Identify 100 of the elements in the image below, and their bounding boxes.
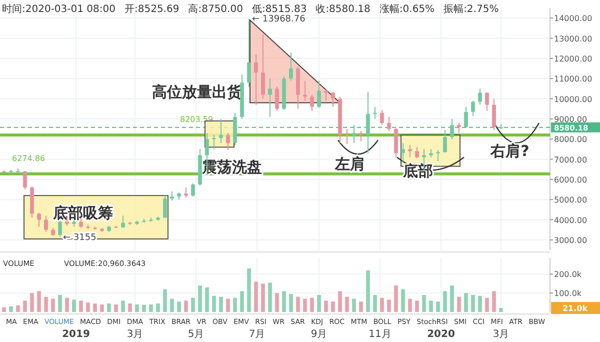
bar xyxy=(23,300,27,312)
candlestick xyxy=(121,215,125,228)
y-tick-label: 13000.00 xyxy=(554,34,592,44)
candlestick xyxy=(324,89,328,102)
annotation: 收:8580.18 xyxy=(316,4,370,15)
candlestick xyxy=(23,170,27,190)
bar xyxy=(240,291,244,312)
bar xyxy=(408,298,412,312)
bar xyxy=(121,300,125,312)
bar xyxy=(471,294,475,312)
y-tick-label: 4000.00 xyxy=(554,216,588,225)
candlestick xyxy=(387,116,391,132)
y-tick-label: 14000.00 xyxy=(554,14,592,24)
bar xyxy=(436,302,440,312)
y-tick-label: 9000.00 xyxy=(554,114,588,124)
bar xyxy=(324,300,328,312)
bar xyxy=(429,300,433,312)
text: 21.0k xyxy=(562,304,588,314)
candlestick xyxy=(275,86,279,112)
ref-line-label: 8203.59 xyxy=(180,114,214,124)
annotation: 涨幅:0.65% xyxy=(379,3,435,15)
bar xyxy=(352,298,356,312)
candlestick xyxy=(268,78,272,118)
bar xyxy=(100,304,104,312)
candlestick xyxy=(310,94,314,112)
candlestick xyxy=(331,91,335,108)
bar xyxy=(296,296,300,312)
bar xyxy=(457,296,461,312)
candlestick xyxy=(345,128,349,145)
annotation: ← 13968.76 xyxy=(252,14,306,25)
ref-line-label: 6274.86 xyxy=(12,154,46,163)
bar xyxy=(387,300,391,312)
y-tick-label: 100.0k xyxy=(554,289,582,298)
candlestick xyxy=(380,109,384,126)
candlestick xyxy=(184,186,188,198)
annotation: 开:8525.69 xyxy=(124,4,180,15)
y-tick-label: 8000.00 xyxy=(554,135,588,144)
candlestick xyxy=(170,191,174,202)
bar xyxy=(184,300,188,312)
bar xyxy=(30,293,34,312)
bar xyxy=(226,298,230,312)
candlestick xyxy=(37,212,41,228)
bar xyxy=(338,291,342,312)
candlestick xyxy=(163,195,167,218)
bar xyxy=(79,300,83,312)
bar xyxy=(142,304,146,312)
annotation: 右肩? xyxy=(490,142,530,160)
bar xyxy=(359,302,363,312)
y-tick-label: 7000.00 xyxy=(554,155,588,164)
candlestick xyxy=(226,132,230,151)
bar xyxy=(345,296,349,312)
bar xyxy=(443,291,447,312)
bar xyxy=(107,303,111,312)
bar xyxy=(268,282,272,312)
annotation: 左肩 xyxy=(334,155,365,173)
bar xyxy=(415,300,419,312)
candlestick xyxy=(359,130,363,142)
bar xyxy=(380,298,384,312)
x-tick-label: 3月 xyxy=(492,329,510,340)
annotation: 高:8750.00 xyxy=(188,3,243,15)
bar xyxy=(485,298,489,312)
bar xyxy=(394,285,398,312)
candlestick xyxy=(436,150,440,162)
candlestick xyxy=(415,146,419,159)
y-tick-label: 200.0k xyxy=(554,270,582,280)
bar xyxy=(317,294,321,312)
bar xyxy=(149,304,153,312)
annotation: 振幅:2.75% xyxy=(444,3,499,15)
candlestick xyxy=(191,182,195,198)
bar xyxy=(478,296,482,312)
candlestick xyxy=(317,80,321,108)
candlestick xyxy=(261,34,265,100)
candlestick xyxy=(492,98,496,131)
bar xyxy=(331,302,335,312)
candlestick xyxy=(485,92,489,112)
bar xyxy=(191,298,195,312)
y-tick-label: 5000.00 xyxy=(554,196,588,205)
candlestick xyxy=(212,134,216,150)
bar xyxy=(289,294,293,312)
bar xyxy=(2,307,6,312)
candlestick xyxy=(464,106,468,128)
candlestick xyxy=(44,215,48,232)
bar xyxy=(212,296,216,312)
bar xyxy=(499,308,503,312)
bar xyxy=(37,291,41,312)
bar xyxy=(282,291,286,312)
bar xyxy=(58,294,62,312)
bar xyxy=(198,285,202,312)
y-tick-label: 11000.00 xyxy=(554,74,592,84)
x-tick-label: 5月 xyxy=(188,329,204,340)
bar xyxy=(72,300,76,312)
bar xyxy=(86,302,90,312)
x-tick-label: 7月 xyxy=(248,329,266,340)
bar xyxy=(492,291,496,312)
bar xyxy=(156,303,160,312)
bar xyxy=(170,298,174,312)
x-tick-label: 2019 xyxy=(62,329,90,340)
bar xyxy=(422,294,426,312)
candlestick xyxy=(471,100,475,116)
y-tick-label: 6000.00 xyxy=(554,175,588,184)
